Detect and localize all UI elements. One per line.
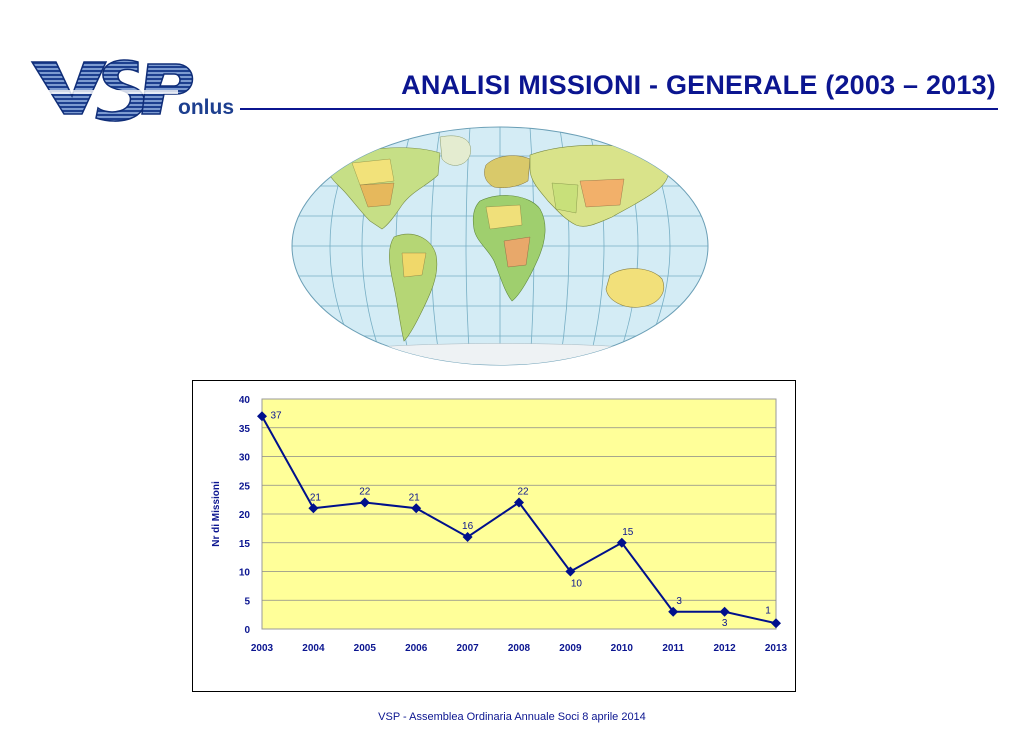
data-labels: 37 21 22 21 16 22 10 15 3 3 1 xyxy=(270,410,771,629)
y-tick-label: 30 xyxy=(239,453,251,464)
page-title: ANALISI MISSIONI - GENERALE (2003 – 2013… xyxy=(401,70,996,100)
data-point-marker xyxy=(565,566,576,577)
y-axis-ticks: 0 5 10 15 20 25 30 35 40 xyxy=(239,395,251,636)
data-label: 16 xyxy=(462,521,474,532)
x-tick-label: 2013 xyxy=(765,643,788,654)
y-tick-label: 5 xyxy=(244,596,250,607)
footer-text: VSP - Assemblea Ordinaria Annuale Soci 8… xyxy=(378,711,646,723)
x-tick-label: 2005 xyxy=(354,643,377,654)
data-label: 1 xyxy=(765,605,771,616)
data-point-marker xyxy=(771,618,781,629)
x-tick-label: 2012 xyxy=(713,643,736,654)
data-label: 21 xyxy=(409,492,421,503)
data-point-marker xyxy=(308,503,319,514)
x-tick-label: 2010 xyxy=(611,643,634,654)
data-label: 10 xyxy=(571,579,583,590)
y-tick-label: 15 xyxy=(239,539,251,550)
title-underline xyxy=(240,108,998,110)
data-label: 37 xyxy=(270,410,282,421)
data-point-marker xyxy=(411,503,422,514)
x-tick-label: 2009 xyxy=(559,643,582,654)
data-point-marker xyxy=(359,497,370,508)
data-point-marker xyxy=(462,532,473,542)
y-tick-label: 35 xyxy=(239,424,251,435)
data-label: 15 xyxy=(622,527,634,538)
vsp-onlus-logo: onlus xyxy=(28,59,234,122)
data-label: 22 xyxy=(517,487,529,498)
x-tick-label: 2003 xyxy=(251,643,274,654)
x-tick-label: 2008 xyxy=(508,643,531,654)
y-tick-label: 20 xyxy=(239,510,251,521)
y-tick-label: 0 xyxy=(244,625,250,636)
logo-suffix: onlus xyxy=(178,96,234,119)
data-label: 21 xyxy=(310,492,322,503)
x-tick-label: 2007 xyxy=(456,643,479,654)
x-axis-ticks: 2003 2004 2005 2006 2007 2008 2009 2010 2011 2012… xyxy=(251,643,788,654)
data-point-marker xyxy=(257,411,267,422)
logo-vsp-letters xyxy=(28,59,194,122)
data-point-marker xyxy=(719,606,730,617)
gridlines xyxy=(262,427,776,601)
y-axis-label: Nr di Missioni xyxy=(211,481,222,547)
x-tick-label: 2006 xyxy=(405,643,428,654)
data-point-marker xyxy=(668,606,679,617)
chart-frame: 0 5 10 15 20 25 30 35 40 2003 2004 2005 2006 2007 200… xyxy=(192,380,796,692)
x-tick-label: 2004 xyxy=(302,643,325,654)
x-tick-label: 2011 xyxy=(662,643,684,654)
data-label: 22 xyxy=(359,487,371,498)
data-label: 3 xyxy=(676,596,682,607)
data-point-marker xyxy=(514,497,524,508)
world-map-icon xyxy=(291,126,709,366)
data-point-marker xyxy=(616,537,627,548)
y-tick-label: 25 xyxy=(239,481,251,492)
series-markers xyxy=(257,411,781,629)
y-tick-label: 40 xyxy=(239,395,251,406)
data-label: 3 xyxy=(722,618,728,629)
y-tick-label: 10 xyxy=(239,568,251,579)
